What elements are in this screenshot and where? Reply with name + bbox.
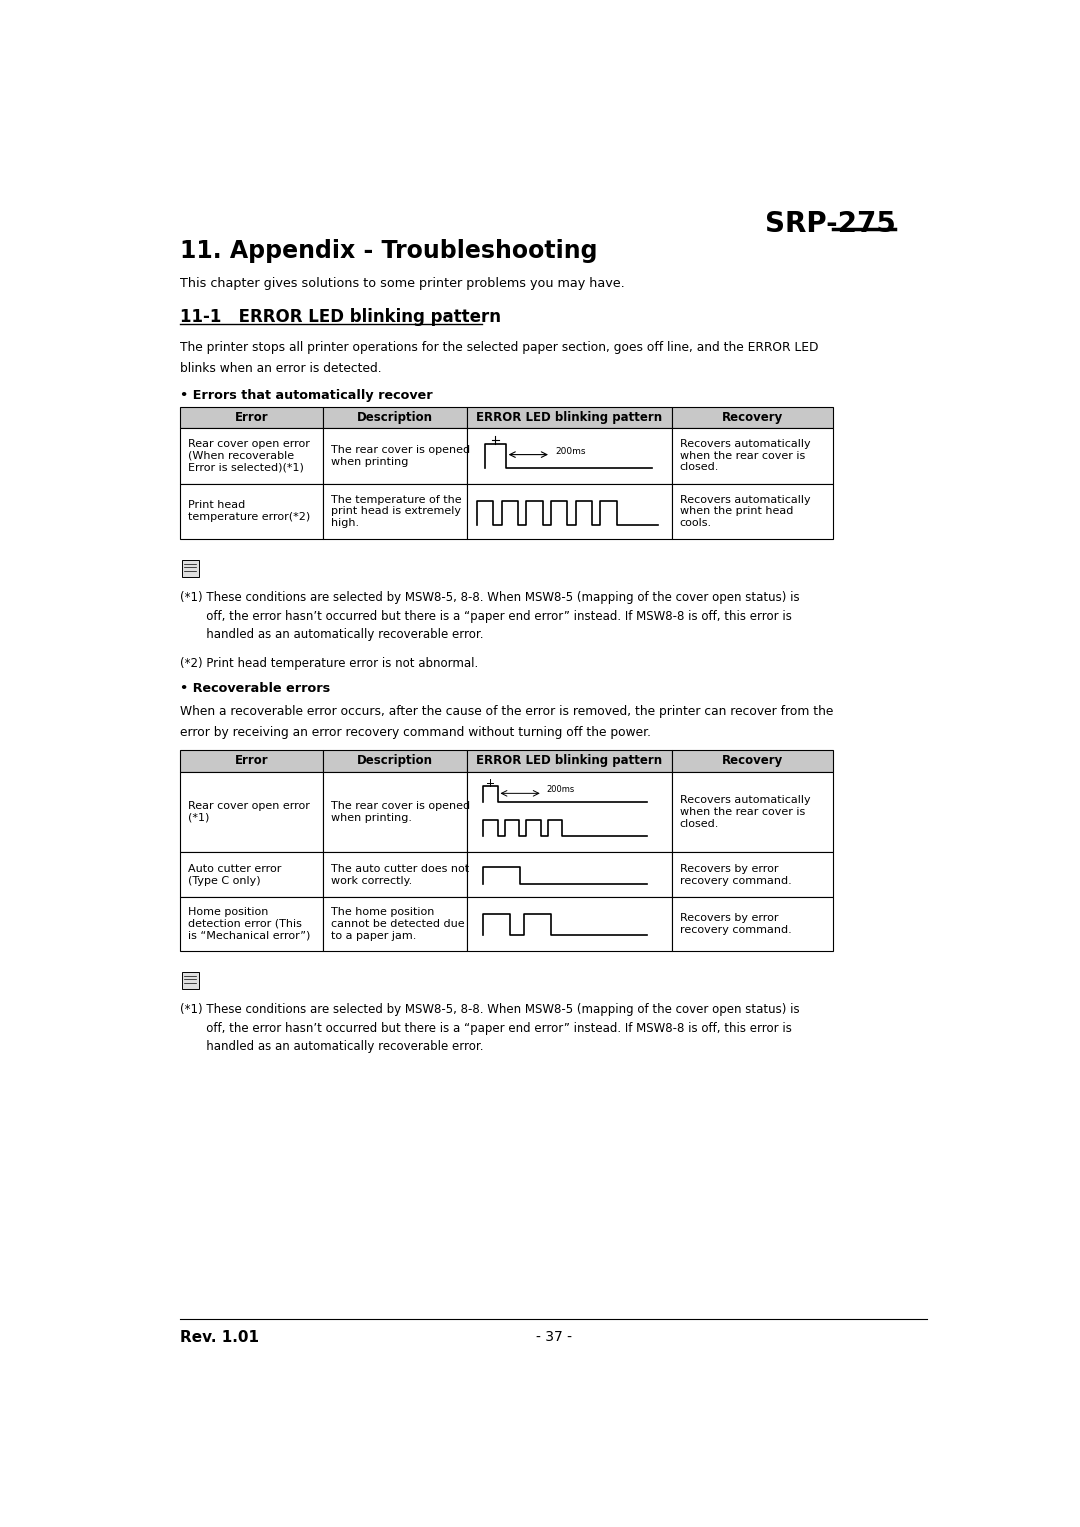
Bar bbox=[323, 428, 467, 484]
Bar bbox=[672, 406, 833, 428]
Bar bbox=[323, 896, 467, 951]
Bar bbox=[180, 428, 323, 484]
Text: Recovery: Recovery bbox=[721, 411, 783, 425]
Bar bbox=[323, 771, 467, 852]
Bar bbox=[180, 750, 323, 771]
Text: Rev. 1.01: Rev. 1.01 bbox=[180, 1330, 259, 1345]
Bar bbox=[323, 852, 467, 896]
Text: 200ms: 200ms bbox=[546, 785, 575, 794]
Bar bbox=[323, 484, 467, 539]
Text: Recovers automatically
when the print head
cools.: Recovers automatically when the print he… bbox=[679, 495, 810, 528]
Text: ERROR LED blinking pattern: ERROR LED blinking pattern bbox=[476, 754, 662, 767]
Bar bbox=[180, 852, 323, 896]
Bar bbox=[672, 852, 833, 896]
Text: Rear cover open error
(*1): Rear cover open error (*1) bbox=[188, 802, 310, 823]
Text: Rear cover open error
(When recoverable
Error is selected)(*1): Rear cover open error (When recoverable … bbox=[188, 440, 310, 472]
Bar bbox=[323, 750, 467, 771]
Text: Home position
detection error (This
is “Mechanical error”): Home position detection error (This is “… bbox=[188, 907, 310, 941]
Bar bbox=[467, 406, 672, 428]
Text: ERROR LED blinking pattern: ERROR LED blinking pattern bbox=[476, 411, 662, 425]
Text: Description: Description bbox=[357, 411, 433, 425]
Text: The printer stops all printer operations for the selected paper section, goes of: The printer stops all printer operations… bbox=[180, 341, 819, 374]
Text: The rear cover is opened
when printing.: The rear cover is opened when printing. bbox=[332, 802, 470, 823]
Bar bbox=[672, 896, 833, 951]
Text: This chapter gives solutions to some printer problems you may have.: This chapter gives solutions to some pri… bbox=[180, 278, 624, 290]
Bar bbox=[180, 771, 323, 852]
Bar bbox=[672, 771, 833, 852]
Bar bbox=[467, 896, 672, 951]
Text: Recovers automatically
when the rear cover is
closed.: Recovers automatically when the rear cov… bbox=[679, 796, 810, 829]
Bar bbox=[467, 771, 672, 852]
Text: Recovers by error
recovery command.: Recovers by error recovery command. bbox=[679, 913, 792, 935]
Bar bbox=[467, 484, 672, 539]
Text: (*2) Print head temperature error is not abnormal.: (*2) Print head temperature error is not… bbox=[180, 657, 478, 670]
Text: Description: Description bbox=[357, 754, 433, 767]
Text: 200ms: 200ms bbox=[555, 447, 585, 457]
Bar bbox=[180, 406, 323, 428]
Bar bbox=[323, 406, 467, 428]
Text: The home position
cannot be detected due
to a paper jam.: The home position cannot be detected due… bbox=[332, 907, 464, 941]
Text: (*1) These conditions are selected by MSW8-5, 8-8. When MSW8-5 (mapping of the c: (*1) These conditions are selected by MS… bbox=[180, 1003, 799, 1054]
Bar bbox=[467, 428, 672, 484]
Text: Auto cutter error
(Type C only): Auto cutter error (Type C only) bbox=[188, 864, 281, 886]
Bar bbox=[467, 750, 672, 771]
Text: (*1) These conditions are selected by MSW8-5, 8-8. When MSW8-5 (mapping of the c: (*1) These conditions are selected by MS… bbox=[180, 591, 799, 641]
Text: 11. Appendix - Troubleshooting: 11. Appendix - Troubleshooting bbox=[180, 238, 597, 263]
Text: The rear cover is opened
when printing: The rear cover is opened when printing bbox=[332, 444, 470, 467]
Text: Print head
temperature error(*2): Print head temperature error(*2) bbox=[188, 501, 310, 522]
Text: The auto cutter does not
work correctly.: The auto cutter does not work correctly. bbox=[332, 864, 469, 886]
Text: Recovers automatically
when the rear cover is
closed.: Recovers automatically when the rear cov… bbox=[679, 440, 810, 472]
Text: The temperature of the
print head is extremely
high.: The temperature of the print head is ext… bbox=[332, 495, 462, 528]
Bar bbox=[672, 750, 833, 771]
Text: • Errors that automatically recover: • Errors that automatically recover bbox=[180, 389, 433, 402]
Text: When a recoverable error occurs, after the cause of the error is removed, the pr: When a recoverable error occurs, after t… bbox=[180, 705, 834, 739]
Text: Recovers by error
recovery command.: Recovers by error recovery command. bbox=[679, 864, 792, 886]
Bar bbox=[672, 484, 833, 539]
Bar bbox=[672, 428, 833, 484]
Bar bbox=[181, 560, 199, 577]
Bar bbox=[180, 484, 323, 539]
Bar bbox=[180, 896, 323, 951]
Text: Error: Error bbox=[234, 754, 269, 767]
Bar bbox=[467, 852, 672, 896]
Text: - 37 -: - 37 - bbox=[536, 1330, 571, 1344]
Text: SRP-275: SRP-275 bbox=[765, 211, 896, 238]
Text: Recovery: Recovery bbox=[721, 754, 783, 767]
Bar bbox=[181, 971, 199, 988]
Text: Error: Error bbox=[234, 411, 269, 425]
Text: 11-1   ERROR LED blinking pattern: 11-1 ERROR LED blinking pattern bbox=[180, 308, 501, 325]
Text: • Recoverable errors: • Recoverable errors bbox=[180, 683, 330, 695]
